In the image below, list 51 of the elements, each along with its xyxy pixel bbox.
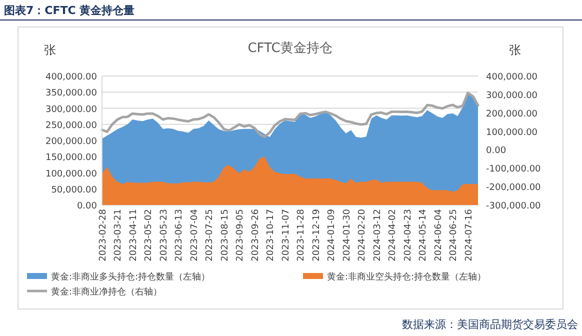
x-tick-label: 2023-02-28 [98, 208, 108, 262]
x-tick-label: 2023-03-21 [114, 209, 124, 262]
x-tick-label: 2024-06-04 [434, 208, 444, 262]
x-tick-label: 2024-06-25 [449, 209, 460, 262]
x-tick-label: 2023-04-11 [128, 209, 139, 262]
y2-tick-label: 200,000.00 [486, 109, 538, 120]
x-tick-label: 2023-09-26 [250, 208, 261, 262]
y-tick-label: 50,000.00 [51, 185, 98, 196]
x-tick-label: 2023-08-15 [220, 209, 230, 262]
x-tick-label: 2024-03-12 [372, 209, 383, 262]
y-tick-label: 150,000.00 [45, 153, 98, 164]
x-tick-label: 2024-07-16 [464, 208, 474, 262]
y2-tick-label: -100,000.00 [486, 164, 542, 175]
source-note: 数据来源：美国商品期货交易委员会 [402, 318, 578, 331]
y-tick-label: 400,000.00 [45, 72, 98, 82]
x-tick-label: 2023-06-13 [174, 209, 185, 262]
x-tick-label: 2023-07-25 [205, 209, 216, 262]
x-tick-label: 2023-05-02 [144, 209, 154, 262]
legend-label: 黄金:非商业多头持仓:持仓数量（左轴） [51, 272, 210, 282]
x-tick-label: 2023-12-19 [312, 208, 322, 262]
x-tick-label: 2023-11-07 [281, 209, 292, 262]
x-tick-label: 2024-05-14 [418, 208, 429, 262]
y2-tick-label: 400,000.00 [486, 72, 538, 82]
y-tick-label: 300,000.00 [45, 104, 98, 115]
y2-axis-title: 张 [509, 43, 521, 57]
x-tick-label: 2023-05-23 [159, 209, 170, 262]
y2-tick-label: 300,000.00 [486, 90, 538, 101]
y-tick-label: 200,000.00 [45, 137, 98, 147]
chart-title: CFTC黄金持仓 [248, 41, 332, 56]
legend-label: 黄金:非商业空头持仓:持仓数量（左轴） [327, 272, 486, 282]
x-tick-label: 2023-07-04 [190, 208, 200, 262]
line-series [100, 92, 480, 138]
y-axis-title: 张 [44, 43, 56, 57]
x-tick-label: 2023-11-28 [296, 208, 307, 262]
y2-tick-label: 0.00 [486, 146, 506, 156]
x-tick-label: 2024-04-23 [403, 209, 414, 262]
x-tick-label: 2024-01-09 [327, 208, 338, 262]
x-tick-label: 2024-04-02 [388, 209, 398, 262]
y2-tick-label: 100,000.00 [486, 128, 538, 138]
legend-label: 黄金:非商业净持仓（右轴） [51, 286, 162, 298]
y-tick-label: 100,000.00 [45, 169, 98, 180]
x-tick-label: 2023-10-17 [266, 209, 276, 262]
y-tick-label: 0.00 [76, 202, 98, 212]
y2-tick-label: -200,000.00 [486, 183, 542, 194]
x-tick-label: 2023-09-05 [236, 209, 246, 262]
x-tick-label: 2024-01-30 [342, 208, 352, 262]
y2-tick-label: -300,000.00 [486, 202, 542, 212]
chart-subtitle: 图表7：CFTC 黄金持仓量 [4, 4, 135, 17]
x-tick-label: 2024-02-20 [358, 208, 368, 262]
y-tick-label: 350,000.00 [45, 88, 98, 99]
y-tick-label: 250,000.00 [45, 120, 98, 131]
